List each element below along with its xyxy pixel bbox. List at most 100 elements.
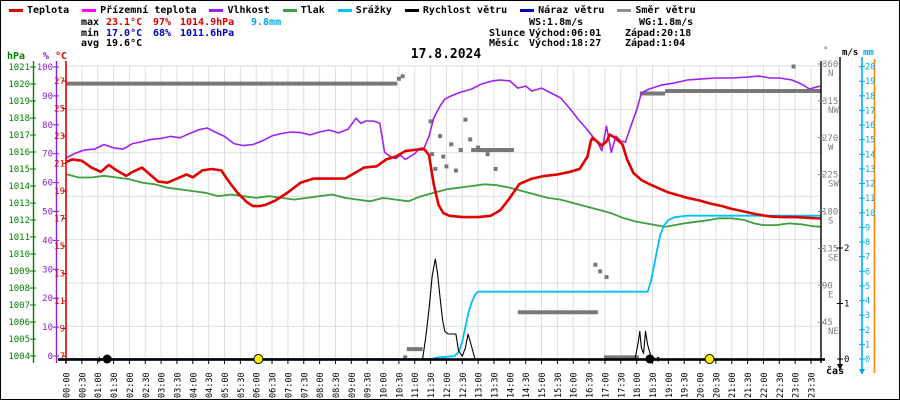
stats-row-min: min 17.0°C 68% 1011.6hPa — [81, 28, 281, 40]
dir-tick-label: 315 — [822, 97, 838, 107]
legend-item-3: Vlhkost — [209, 5, 270, 16]
mm-tick-label: 7 — [865, 253, 870, 263]
mm-tick-label: 17 — [865, 106, 875, 116]
degc-tick-label: 27 — [54, 77, 65, 87]
time-tick-label: 11:00 — [411, 372, 421, 398]
wind-direction-dot — [430, 152, 435, 157]
mm-tick-label: 13 — [865, 165, 875, 175]
time-tick-label: 09:30 — [364, 372, 374, 398]
legend-label: Vlhkost — [227, 5, 270, 16]
time-tick-label: 02:00 — [126, 372, 136, 398]
dir-cardinal-label: W — [828, 143, 834, 153]
time-tick-label: 00:00 — [63, 372, 73, 398]
wind-direction-dot — [453, 168, 458, 173]
hpa-tick-label: 1017 — [8, 131, 30, 141]
time-tick-label: 04:00 — [189, 372, 199, 398]
pct-tick-label: 70 — [42, 150, 53, 160]
time-tick-label: 21:30 — [744, 372, 754, 398]
stats-row-avg: avg 19.6°C — [81, 38, 281, 50]
moon-rise-arrow-icon: ↑ — [655, 354, 661, 365]
moonset-time: Západ:1:04 — [625, 38, 686, 49]
wind-direction-dot — [438, 134, 443, 139]
time-tick-label: 11:30 — [427, 372, 437, 398]
hpa-tick-label: 1018 — [8, 114, 30, 124]
wind-direction-dot — [791, 64, 796, 69]
series-degc — [65, 133, 821, 220]
time-tick-label: 15:00 — [538, 372, 548, 398]
sun-rise-icon — [253, 354, 264, 364]
dir-tick-label: 225 — [822, 171, 838, 181]
time-tick-label: 12:00 — [443, 372, 453, 398]
time-tick-label: 14:00 — [506, 372, 516, 398]
hpa-tick-label: 1015 — [8, 165, 30, 175]
pct-tick-label: 0 — [48, 352, 53, 362]
legend-swatch-icon — [617, 9, 632, 12]
windspeed-axis-arrow-icon — [837, 364, 843, 370]
wind-direction-dot — [463, 117, 468, 122]
dir-cardinal-label: NE — [828, 327, 839, 337]
mm-tick-label: 15 — [865, 136, 875, 146]
legend-label: Teplota — [27, 5, 70, 16]
ms-tick-label: 0 — [844, 355, 849, 365]
dir-cardinal-label: SW — [828, 180, 839, 190]
wind-direction-dot — [476, 145, 481, 150]
moon-label: Měsíc — [489, 38, 520, 49]
hpa-tick-label: 1013 — [8, 199, 30, 209]
time-tick-label: 01:30 — [110, 372, 120, 398]
legend-swatch-icon — [337, 9, 352, 12]
degc-tick-label: 13 — [54, 270, 65, 280]
hpa-tick-label: 1008 — [8, 284, 30, 294]
legend-swatch-icon — [282, 9, 297, 12]
time-tick-label: 20:00 — [697, 372, 707, 398]
legend-swatch-icon — [404, 9, 419, 12]
dir-cardinal-label: E — [828, 290, 833, 300]
mm-tick-label: 16 — [865, 121, 875, 131]
degc-tick-label: 17 — [54, 215, 65, 225]
hpa-tick-label: 1012 — [8, 216, 30, 226]
time-tick-label: 18:30 — [649, 372, 659, 398]
mm-tick-label: 19 — [865, 77, 875, 87]
max-humidity: 97% — [153, 17, 172, 28]
chart-legend: Teplota Přízemní teplota Vlhkost Tlak Srážky… — [9, 5, 696, 16]
time-tick-label: 01:00 — [94, 372, 104, 398]
time-tick-label: 06:30 — [269, 372, 279, 398]
wind-direction-dot — [396, 76, 401, 81]
time-tick-label: 20:30 — [712, 372, 722, 398]
dir-tick-label: 360 — [822, 60, 838, 70]
hpa-tick-label: 1010 — [8, 250, 30, 260]
time-tick-label: 08:30 — [332, 372, 342, 398]
stats-row-max: max 23.1°C 97% 1014.9hPa 9.8mm — [81, 17, 281, 29]
pct-tick-label: 60 — [42, 179, 53, 189]
series-mm — [66, 214, 821, 360]
dir-cardinal-label: S — [828, 217, 833, 227]
hpa-axis-header: hPa — [7, 51, 25, 62]
time-tick-label: 03:00 — [158, 372, 168, 398]
avg-temp: 19.6°C — [106, 38, 143, 49]
mm-tick-label: 12 — [865, 180, 875, 190]
pct-tick-label: 40 — [42, 236, 53, 246]
pct-tick-label: 20 — [42, 294, 53, 304]
chart-title: 17.8.2024 — [410, 47, 482, 62]
time-tick-label: 17:30 — [617, 372, 627, 398]
legend-label: Tlak — [300, 5, 325, 16]
wind-direction-dot — [400, 74, 405, 79]
astro-wind-info: WS:1.8m/s WG:1.8m/s Slunce Východ:06:01 Záp… — [489, 17, 693, 50]
mm-tick-label: 18 — [865, 92, 875, 102]
degc-tick-label: 7 — [60, 352, 65, 362]
moon-rise-icon — [645, 354, 655, 364]
sun-set-icon — [704, 354, 715, 364]
pct-tick-label: 100 — [37, 63, 53, 73]
hpa-tick-label: 1009 — [8, 267, 30, 277]
pct-tick-label: 90 — [42, 92, 53, 102]
time-tick-label: 21:00 — [728, 372, 738, 398]
degc-tick-label: 15 — [54, 242, 65, 252]
dir-cardinal-label: SE — [828, 253, 839, 263]
dir-tick-label: 135 — [822, 244, 838, 254]
time-tick-label: 15:30 — [554, 372, 564, 398]
time-tick-label: 13:00 — [475, 372, 485, 398]
sunset-time: Západ:20:18 — [625, 27, 692, 39]
time-tick-label: 04:30 — [205, 372, 215, 398]
degc-tick-label: 9 — [60, 325, 65, 335]
moon-set-arrow-icon: ↓ — [96, 354, 102, 365]
